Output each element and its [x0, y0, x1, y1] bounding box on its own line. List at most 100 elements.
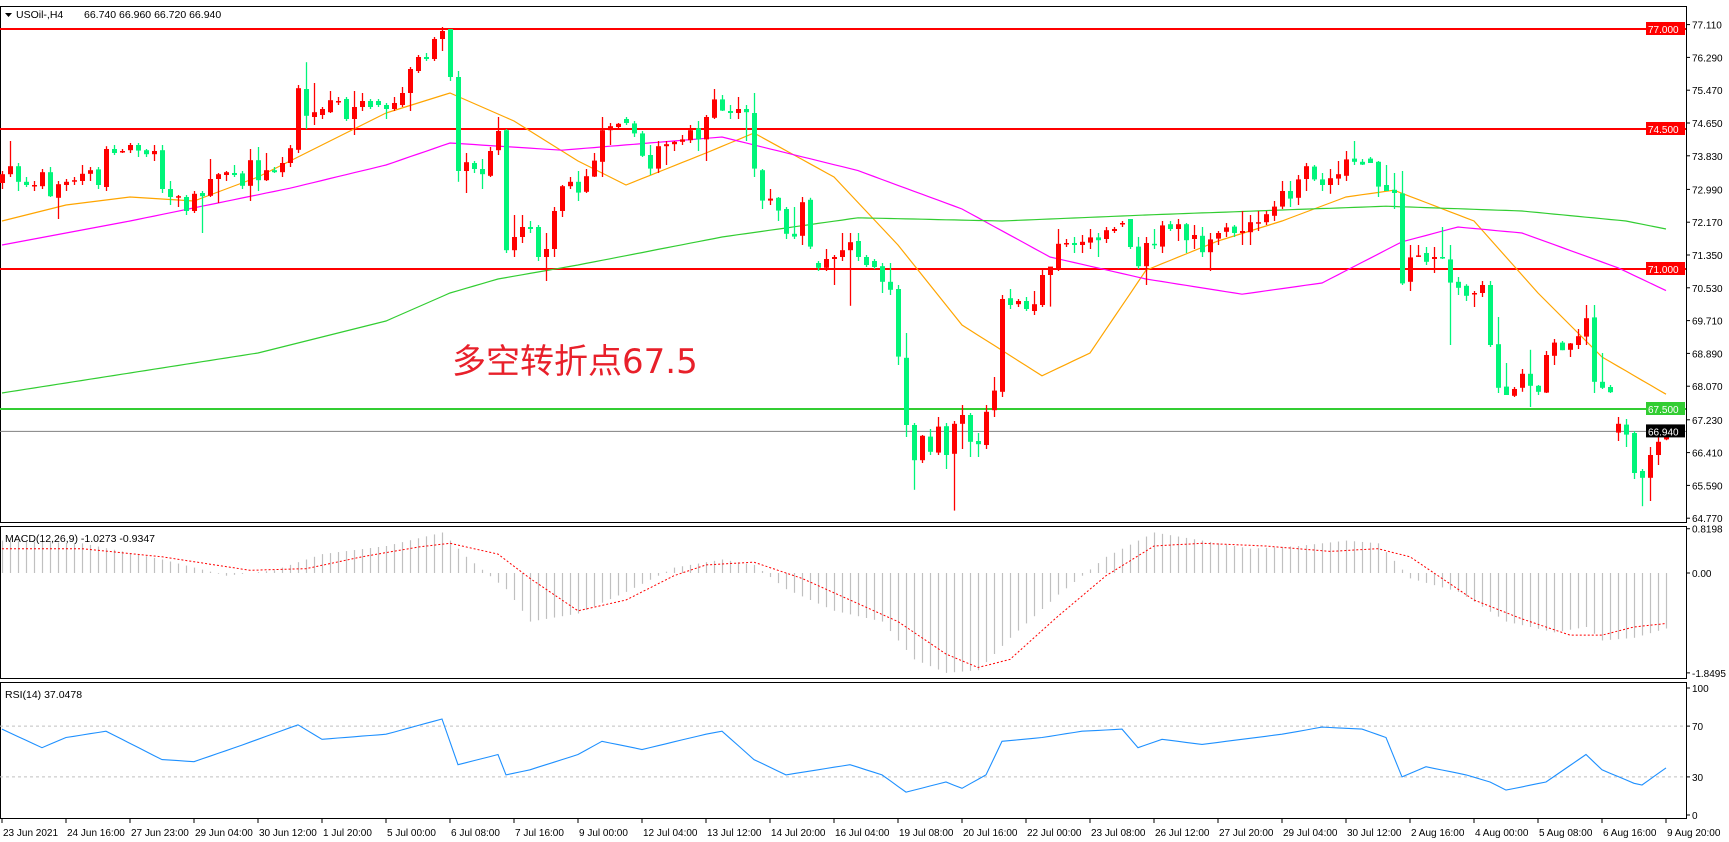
- candle-body: [728, 111, 733, 113]
- candle: [1352, 141, 1357, 165]
- candle-body: [288, 148, 293, 163]
- candle-body: [440, 31, 445, 39]
- candle: [1072, 237, 1077, 253]
- candle: [1184, 223, 1189, 253]
- candle: [1648, 447, 1653, 501]
- candle-body: [1448, 259, 1453, 283]
- candle-body: [648, 155, 653, 169]
- price-tick-label: 71.350: [1692, 251, 1723, 262]
- candle-body: [1080, 241, 1085, 245]
- macd-pane[interactable]: MACD(12,26,9) -1.0273 -0.9347 0.8198 0.00…: [0, 525, 1727, 680]
- time-tick-label: 12 Jul 04:00: [643, 828, 698, 839]
- candle: [1560, 341, 1565, 351]
- time-tick-label: 30 Jun 12:00: [259, 828, 317, 839]
- candle: [1640, 469, 1645, 507]
- rsi-label: RSI(14) 37.0478: [5, 689, 82, 701]
- candle: [712, 89, 717, 119]
- candle-body: [32, 185, 37, 187]
- time-tick-label: 30 Jul 12:00: [1347, 828, 1402, 839]
- candle-body: [1000, 299, 1005, 392]
- candle: [784, 207, 789, 239]
- rsi-pane[interactable]: RSI(14) 37.0478 100 70 30 0: [0, 682, 1709, 823]
- candle-body: [1112, 229, 1117, 231]
- candle-body: [280, 163, 285, 173]
- candle-body: [1624, 424, 1629, 435]
- candle: [160, 145, 165, 193]
- candle: [1296, 175, 1301, 205]
- candle-body: [744, 109, 749, 113]
- candle-body: [1440, 257, 1445, 259]
- price-pane[interactable]: 多空转折点67.5 USOil-,H4 66.740 66.960 66.720…: [0, 6, 1723, 526]
- candle: [968, 413, 973, 457]
- candle-body: [576, 181, 581, 193]
- candle-body: [976, 441, 981, 445]
- candle: [440, 27, 445, 51]
- rsi-path: [1, 718, 1667, 793]
- candle-body: [424, 57, 429, 59]
- candle-body: [1192, 235, 1197, 239]
- candle: [1624, 419, 1629, 447]
- candle-body: [480, 169, 485, 175]
- candle: [8, 141, 13, 177]
- candle: [1272, 201, 1277, 221]
- level-label-bg: [1646, 402, 1685, 415]
- candle: [1584, 305, 1589, 345]
- candle-body: [1088, 237, 1093, 243]
- candle-body: [1568, 343, 1573, 350]
- candle: [688, 125, 693, 143]
- candle: [1288, 181, 1293, 207]
- candle: [1392, 173, 1397, 209]
- candle-body: [1616, 423, 1621, 433]
- candle: [136, 143, 141, 157]
- candle: [360, 93, 365, 111]
- candle: [704, 115, 709, 161]
- price-tick-label: 75.470: [1692, 86, 1723, 97]
- candle-body: [1216, 233, 1221, 239]
- candle-body: [48, 172, 53, 197]
- candle: [1240, 211, 1245, 245]
- candle: [592, 153, 597, 177]
- candle-body: [1168, 224, 1173, 229]
- candle: [400, 87, 405, 107]
- candle-body: [216, 174, 221, 179]
- candle-body: [1352, 158, 1357, 162]
- candle: [1264, 211, 1269, 225]
- candle-body: [1160, 225, 1165, 247]
- candle-body: [1416, 255, 1421, 257]
- candle-body: [1304, 166, 1309, 179]
- candle-body: [552, 211, 557, 249]
- candle-body: [584, 176, 589, 192]
- candle-body: [472, 163, 477, 169]
- candle-body: [752, 113, 757, 169]
- candle: [1216, 231, 1221, 245]
- candle-body: [1360, 161, 1365, 165]
- macd-signal-path: [2, 542, 1667, 669]
- collapse-triangle-icon[interactable]: [5, 13, 12, 17]
- candle: [512, 215, 517, 257]
- candle-body: [1472, 293, 1477, 295]
- candle: [1344, 151, 1349, 181]
- candle: [1136, 237, 1141, 269]
- candle-body: [1632, 433, 1637, 473]
- price-tick-label: 76.290: [1692, 53, 1723, 64]
- price-tick-label: 74.650: [1692, 119, 1723, 130]
- candle-body: [1232, 226, 1237, 233]
- level-label-bg: [1646, 22, 1685, 35]
- candle-body: [248, 160, 253, 186]
- candle: [600, 117, 605, 177]
- candle-body: [24, 181, 29, 185]
- price-axis[interactable]: 77.110 76.290 75.470 74.650 73.830 72.990 72.1…: [1686, 21, 1723, 526]
- candle-body: [1528, 373, 1533, 386]
- candle-body: [1048, 266, 1053, 275]
- candle: [1384, 165, 1389, 191]
- price-tick-label: 72.170: [1692, 218, 1723, 229]
- candle-body: [688, 130, 693, 141]
- macd-axis: 0.8198 0.00 -1.8495: [1686, 525, 1726, 680]
- time-axis[interactable]: 23 Jun 2021 24 Jun 16:00 27 Jun 23:00 29 Ju…: [1, 819, 1721, 839]
- candle: [352, 91, 357, 135]
- price-tick-label: 67.230: [1692, 416, 1723, 427]
- candle-body: [768, 198, 773, 201]
- candle-body: [1576, 336, 1581, 345]
- candle-body: [1544, 355, 1549, 393]
